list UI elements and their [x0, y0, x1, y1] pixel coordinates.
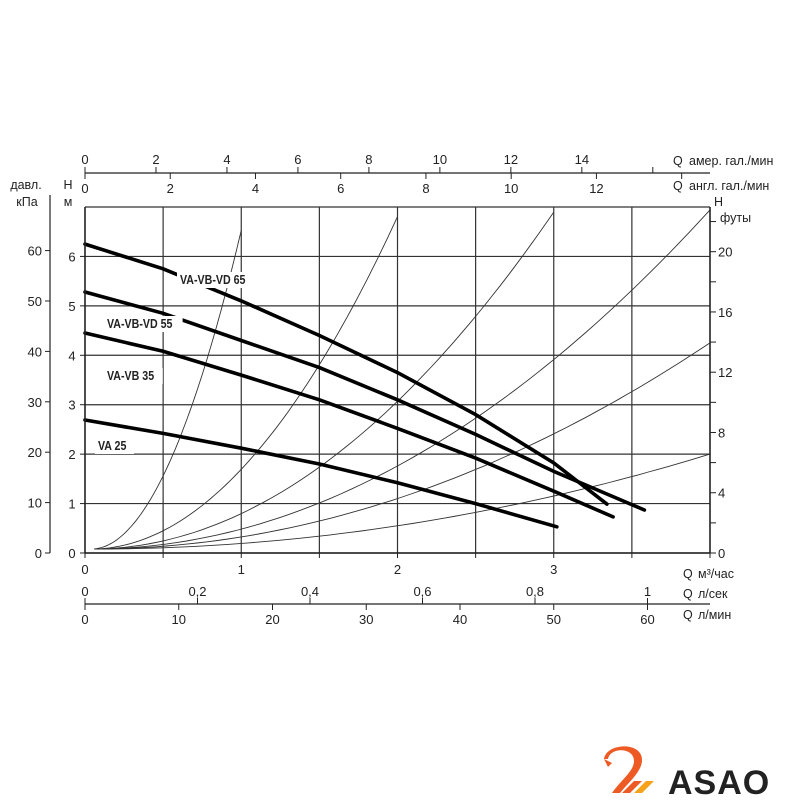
swan-logo-icon: [604, 746, 654, 793]
x-q-label: Q: [673, 154, 683, 168]
feet-tick-label: 20: [718, 245, 732, 260]
uk-gpm-tick-label: 2: [167, 181, 174, 196]
system-curve: [94, 342, 711, 550]
y-axis-kpa-label: давл.: [10, 178, 41, 192]
y-axis-feet-h: H: [714, 195, 723, 209]
kpa-tick-label: 50: [28, 294, 42, 309]
lmin-tick-label: 60: [640, 612, 654, 627]
y-axis-h-label: H: [63, 178, 72, 192]
feet-tick-label: 16: [718, 305, 732, 320]
us-gpm-tick-label: 0: [81, 152, 88, 167]
kpa-tick-label: 30: [28, 395, 42, 410]
system-curve: [94, 216, 398, 550]
feet-tick-label: 4: [718, 486, 725, 501]
system-curve: [94, 453, 711, 550]
x-unit-lsec: л/сек: [698, 587, 728, 601]
us-gpm-tick-label: 8: [365, 152, 372, 167]
curve-label: VA-VB-VD 55: [107, 316, 173, 331]
kpa-tick-label: 20: [28, 445, 42, 460]
us-gpm-tick-label: 4: [223, 152, 230, 167]
uk-gpm-tick-label: 0: [81, 181, 88, 196]
x-tick-label: 1: [238, 562, 245, 577]
curve-label-background: [104, 368, 163, 384]
x-q-label: Q: [683, 608, 693, 622]
pump-curve-0: [83, 242, 609, 506]
pump-curve-3: [83, 418, 559, 529]
y-tick-label: 5: [68, 299, 75, 314]
kpa-tick-label: 40: [28, 344, 42, 359]
lmin-tick-label: 10: [172, 612, 186, 627]
uk-gpm-tick-label: 4: [252, 181, 259, 196]
feet-tick-label: 8: [718, 425, 725, 440]
y-tick-label: 3: [68, 398, 75, 413]
x-tick-label: 3: [550, 562, 557, 577]
kpa-tick-label: 0: [35, 546, 42, 561]
curve-label: VA-VB-VD 65: [180, 272, 246, 287]
lmin-tick-label: 20: [265, 612, 279, 627]
feet-tick-label: 12: [718, 365, 732, 380]
us-gpm-tick-label: 14: [575, 152, 589, 167]
y-tick-label: 1: [68, 497, 75, 512]
logo-text: ASAO: [668, 764, 770, 800]
x-tick-label: 2: [394, 562, 401, 577]
lsec-tick-label: 0,2: [188, 584, 206, 599]
lmin-tick-label: 40: [453, 612, 467, 627]
x-unit-us-gpm: амер. гал./мин: [689, 154, 773, 168]
y-axis-m-unit: м: [64, 195, 73, 209]
x-tick-label: 0: [81, 562, 88, 577]
asao-logo: ASAO: [600, 745, 800, 802]
lmin-tick-label: 0: [81, 612, 88, 627]
grid: [84, 206, 711, 554]
curve-label-background: [177, 272, 256, 288]
pump-curves: VA-VB-VD 65 VA-VB-VD 55 VA-VB 35 VA 25: [83, 242, 647, 529]
us-gpm-tick-label: 10: [433, 152, 447, 167]
y-axis-feet-unit: футы: [720, 211, 751, 225]
lmin-tick-label: 50: [547, 612, 561, 627]
x-q-label: Q: [673, 179, 683, 193]
us-gpm-tick-label: 12: [504, 152, 518, 167]
y-tick-label: 6: [68, 249, 75, 264]
curve-label-background: [104, 316, 183, 332]
pump-curve-2: [83, 331, 615, 519]
lsec-tick-label: 0,8: [526, 584, 544, 599]
axes: 01234560102030405060Hмдавл.кПа048121620H…: [10, 152, 773, 627]
x-unit-uk-gpm: англ. гал./мин: [689, 179, 769, 193]
y-tick-label: 2: [68, 447, 75, 462]
curve-label: VA-VB 35: [107, 368, 154, 383]
lsec-tick-label: 0: [81, 584, 88, 599]
curve-label: VA 25: [98, 438, 127, 453]
us-gpm-tick-label: 6: [294, 152, 301, 167]
lmin-tick-label: 30: [359, 612, 373, 627]
x-q-label: Q: [683, 587, 693, 601]
uk-gpm-tick-label: 12: [589, 181, 603, 196]
lsec-tick-label: 0,6: [413, 584, 431, 599]
us-gpm-tick-label: 2: [152, 152, 159, 167]
uk-gpm-tick-label: 6: [337, 181, 344, 196]
kpa-tick-label: 10: [28, 496, 42, 511]
y-axis-kpa-unit: кПа: [16, 195, 37, 209]
system-curve: [94, 230, 242, 550]
uk-gpm-tick-label: 10: [504, 181, 518, 196]
system-curve: [94, 209, 711, 550]
x-unit-m3h: м³/час: [698, 567, 734, 581]
y-tick-label: 4: [68, 348, 75, 363]
y-tick-label: 0: [68, 546, 75, 561]
curve-label-background: [95, 438, 134, 454]
lsec-tick-label: 0,4: [301, 584, 319, 599]
uk-gpm-tick-label: 8: [422, 181, 429, 196]
feet-tick-label: 0: [718, 546, 725, 561]
x-q-label: Q: [683, 567, 693, 581]
x-unit-lmin: л/мин: [698, 608, 731, 622]
kpa-tick-label: 60: [28, 244, 42, 259]
lsec-tick-label: 1: [644, 584, 651, 599]
